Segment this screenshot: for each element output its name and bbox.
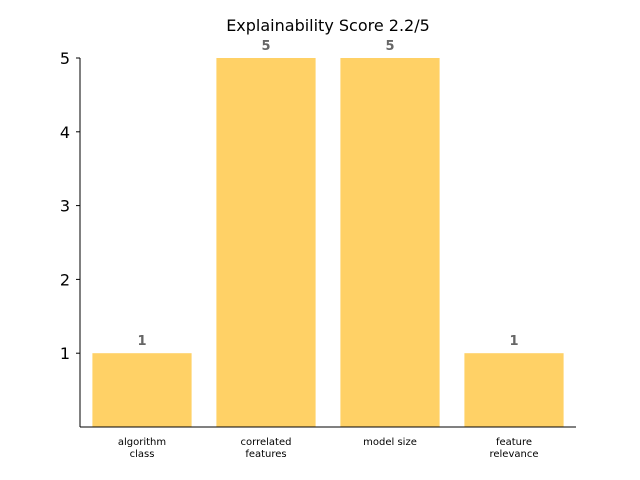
- bars-group: 15 51: [92, 39, 564, 427]
- x-tick-label-line: correlated: [241, 437, 292, 448]
- x-tick-label-0: algorithm class: [118, 437, 166, 460]
- chart-title: Explainability Score 2.2/5: [226, 16, 430, 35]
- bar-0: [92, 353, 192, 427]
- bar-2: [340, 58, 440, 427]
- bar-1: [216, 58, 316, 427]
- bar-3: [464, 353, 564, 427]
- x-tick-label-line: features: [245, 449, 286, 460]
- data-label-0: 1: [137, 334, 146, 349]
- data-label-3: 1: [509, 334, 518, 349]
- y-tick-label-4: 5: [60, 49, 70, 68]
- axes-group: algorithm class correlated features model si…: [60, 49, 576, 460]
- y-tick-label-2: 3: [60, 197, 70, 216]
- x-tick-label-line: relevance: [489, 449, 538, 460]
- x-tick-label-line: class: [130, 449, 155, 460]
- y-tick-label-0: 1: [60, 344, 70, 363]
- y-tick-label-1: 2: [60, 270, 70, 289]
- data-label-2: 5: [385, 39, 394, 54]
- x-tick-label-1: correlated features: [241, 437, 292, 460]
- data-label-1: 5: [261, 39, 270, 54]
- x-tick-label-line: model size: [363, 437, 417, 448]
- x-tick-label-line: algorithm: [118, 437, 166, 448]
- x-tick-label-line: feature: [496, 437, 532, 448]
- y-tick-label-3: 4: [60, 123, 70, 142]
- x-tick-label-2: model size: [363, 437, 417, 448]
- x-tick-label-3: feature relevance: [489, 437, 538, 460]
